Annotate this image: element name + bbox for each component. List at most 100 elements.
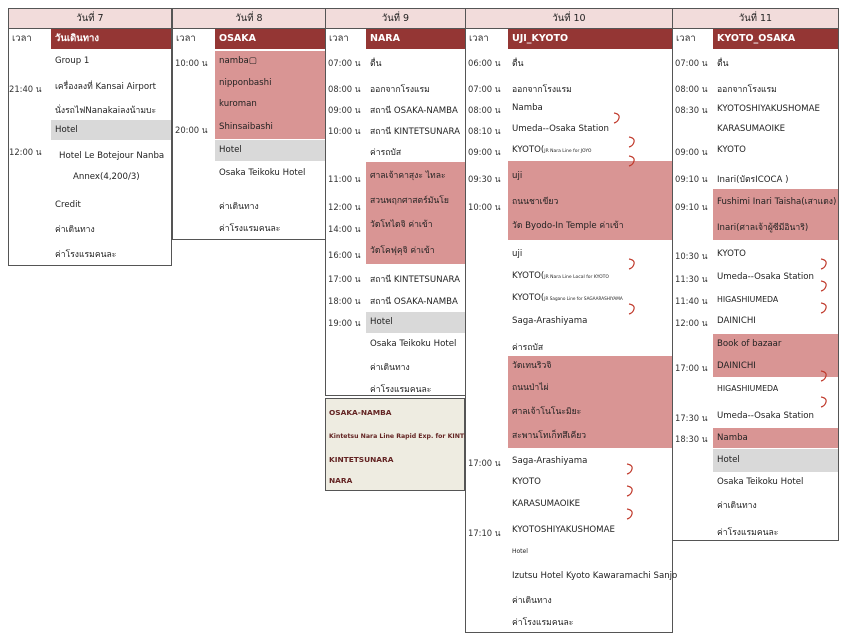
- day-column-9: วันที่ 9 เวลา NARA 07:00 น 08:00 น 09:00…: [325, 8, 466, 396]
- schedule-item: DAINICHI: [713, 355, 838, 377]
- time-label: 06:00 น: [468, 58, 501, 68]
- schedule-item: ค่าโรงแรมคนละ: [512, 618, 574, 628]
- schedule-item: สวนพฤกศาสตร์มันโย: [366, 191, 465, 212]
- time-label: 11:00 น: [328, 174, 361, 184]
- time-label: 08:10 น: [468, 126, 501, 136]
- hotel-name: Hotel Le Botejour Nanba: [59, 151, 165, 161]
- schedule-item: ค่ารถบัส: [512, 343, 544, 353]
- transfer-curl-icon: [628, 303, 635, 315]
- transfer-curl-icon: [820, 370, 827, 382]
- transfer-curl-icon: [626, 463, 633, 475]
- schedule-item: ตื่น: [512, 59, 524, 69]
- day-column-7: วันที่ 7 เวลา วันเดินทาง 21:40 น 12:00 น…: [8, 8, 172, 266]
- time-label: 21:40 น: [9, 84, 42, 94]
- schedule-item: Inari(ศาลเจ้าผู้ซีมีอินาริ): [713, 216, 838, 240]
- schedule-item: kuroman: [215, 94, 325, 115]
- schedule-item: ค่าโรงแรมคนละ: [370, 385, 432, 395]
- time-column-header: เวลา: [9, 29, 51, 49]
- hotel-name: Osaka Teikoku Hotel: [717, 477, 804, 487]
- transfer-curl-icon: [820, 258, 827, 270]
- region-header: OSAKA: [215, 29, 325, 49]
- schedule-item: สถานี KINTETSUNARA: [370, 275, 460, 285]
- region-header: UJI_KYOTO: [508, 29, 672, 49]
- day-header: วันที่ 7: [9, 9, 171, 29]
- schedule-item: KYOTO: [717, 249, 746, 259]
- schedule-item: นั่งรถไฟNanakaiลงน้ามบะ: [55, 106, 157, 116]
- schedule-item: KYOTOSHIYAKUSHOMAE: [512, 525, 615, 535]
- schedule-item: ออกจากโรงแรม: [370, 85, 430, 95]
- schedule-item-hotel: Hotel: [51, 120, 171, 140]
- transfer-curl-icon: [628, 155, 635, 167]
- schedule-item: uji: [508, 161, 672, 191]
- schedule-item: ตื่น: [370, 59, 382, 69]
- schedule-item-hotel: Hotel: [366, 312, 465, 333]
- schedule-item: วัด Byodo-In Temple ค่าเข้า: [508, 213, 672, 240]
- schedule-item: Book of bazaar: [713, 334, 838, 355]
- time-column-header: เวลา: [173, 29, 215, 49]
- time-label: 09:10 น: [675, 174, 708, 184]
- station-name: KYOTO(: [512, 293, 545, 303]
- station-name: KYOTO(: [512, 271, 545, 281]
- schedule-item: DAINICHI: [717, 316, 756, 326]
- schedule-item: Group 1: [55, 56, 90, 66]
- transfer-curl-icon: [626, 485, 633, 497]
- schedule-item: ค่าเดินทาง: [717, 501, 757, 511]
- transfer-curl-icon: [628, 258, 635, 270]
- time-label: 07:00 น: [468, 84, 501, 94]
- time-label: 16:00 น: [328, 250, 361, 260]
- schedule-item-hotel: Hotel: [713, 449, 838, 472]
- time-label: 10:00 น: [175, 58, 208, 68]
- legend-item: OSAKA-NAMBA: [329, 408, 392, 417]
- train-line-note: JR Nara Line for JOYO: [544, 149, 592, 154]
- time-label: 10:00 น: [328, 126, 361, 136]
- region-header: NARA: [366, 29, 465, 49]
- schedule-item: KYOTOSHIYAKUSHOMAE: [717, 104, 820, 114]
- time-label: 07:00 น: [328, 58, 361, 68]
- schedule-item: Namba: [512, 103, 543, 113]
- schedule-item: Umeda--Osaka Station: [717, 272, 814, 282]
- schedule-item: ศาลเจ้าโนโนะมิยะ: [508, 400, 672, 424]
- schedule-item: nipponbashi: [215, 72, 325, 94]
- schedule-item: ศาลเจ้าคาสุงะ ไทละ: [366, 162, 465, 191]
- schedule-item: ค่าโรงแรมคนละ: [219, 224, 281, 234]
- region-header: KYOTO_OSAKA: [713, 29, 838, 49]
- day-column-10: วันที่ 10 เวลา UJI_KYOTO 06:00 น 07:00 น…: [465, 8, 677, 633]
- schedule-item: Saga-Arashiyama: [512, 456, 588, 466]
- day-header: วันที่ 8: [173, 9, 325, 29]
- schedule-item-hotel: Hotel: [512, 548, 528, 555]
- schedule-item: ค่าเดินทาง: [512, 596, 552, 606]
- schedule-item: Fushimi Inari Taisha(เสาแดง): [713, 189, 838, 216]
- schedule-item: KARASUMAOIKE: [717, 124, 786, 134]
- schedule-item: ออกจากโรงแรม: [512, 85, 572, 95]
- hotel-name: Osaka Teikoku Hotel: [370, 339, 457, 349]
- time-label: 09:10 น: [675, 202, 708, 212]
- schedule-item: ถนนป่าไผ่: [508, 376, 672, 400]
- transfer-curl-icon: [820, 302, 827, 314]
- transfer-curl-icon: [626, 508, 633, 520]
- legend-item: NARA: [329, 476, 353, 485]
- route-legend: OSAKA-NAMBA Kintetsu Nara Line Rapid Exp…: [325, 398, 502, 491]
- day-column-11: วันที่ 11 เวลา KYOTO_OSAKA 07:00 น 08:00…: [672, 8, 839, 541]
- transfer-curl-icon: [820, 396, 827, 408]
- time-label: 07:00 น: [675, 58, 708, 68]
- time-label: 17:10 น: [468, 528, 501, 538]
- schedule-item: KYOTO: [717, 145, 746, 155]
- schedule-item: วัดโทไดจิ ค่าเข้า: [366, 212, 465, 238]
- schedule-item: สะพานโทเก็ทสึเคียว: [508, 424, 672, 448]
- time-label: 12:00 น: [9, 147, 42, 157]
- schedule-item: Umeda--Osaka Station: [512, 124, 609, 134]
- schedule-item: ออกจากโรงแรม: [717, 85, 777, 95]
- day-header: วันที่ 9: [326, 9, 465, 29]
- time-label: 09:00 น: [468, 147, 501, 157]
- schedule-item: สถานี OSAKA-NAMBA: [370, 106, 458, 116]
- time-label: 12:00 น: [328, 202, 361, 212]
- time-label: 12:00 น: [675, 318, 708, 328]
- day-header: วันที่ 11: [673, 9, 838, 29]
- schedule-item: namba▢: [215, 51, 325, 72]
- schedule-item: Namba: [713, 428, 838, 448]
- time-label: 10:00 น: [468, 202, 501, 212]
- schedule-item: Inari(บัตรICOCA ): [717, 175, 789, 185]
- time-label: 17:30 น: [675, 413, 708, 423]
- schedule-item: KARASUMAOIKE: [512, 499, 581, 509]
- time-label: 08:30 น: [675, 105, 708, 115]
